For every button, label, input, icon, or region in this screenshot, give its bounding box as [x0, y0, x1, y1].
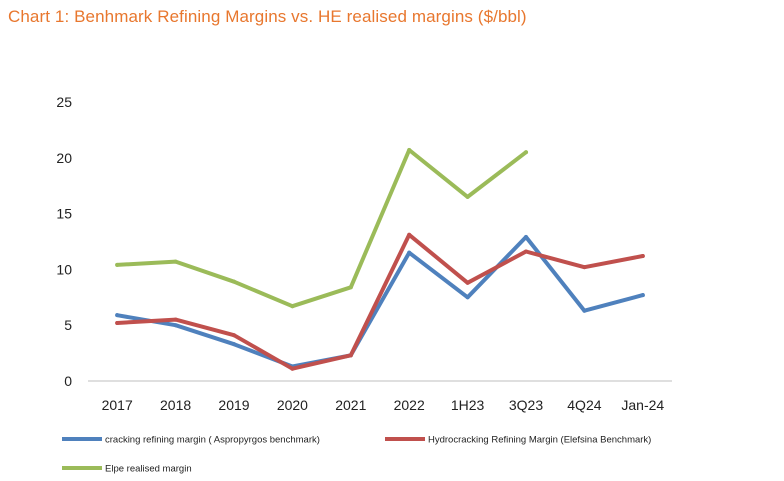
data-point	[348, 353, 353, 358]
x-tick-label: 2018	[160, 397, 191, 413]
chart-title: Chart 1: Benhmark Refining Margins vs. H…	[8, 7, 527, 26]
data-point	[524, 249, 528, 254]
y-tick-label: 5	[64, 317, 72, 333]
x-tick-label: 4Q24	[567, 397, 601, 413]
data-point	[232, 279, 236, 284]
data-point	[232, 333, 236, 338]
data-point	[173, 317, 178, 322]
data-point	[582, 308, 587, 313]
data-point	[232, 342, 236, 347]
data-point	[115, 313, 120, 318]
data-point	[465, 280, 470, 285]
chart-legend: cracking refining margin ( Aspropyrgos b…	[62, 435, 651, 475]
x-tick-label: 2020	[277, 397, 308, 413]
y-tick-label: 20	[56, 150, 72, 166]
data-point	[407, 250, 412, 255]
y-tick-label: 10	[56, 261, 72, 277]
legend-label: Hydrocracking Refining Margin (Elefsina …	[428, 435, 651, 446]
y-tick-label: 15	[56, 206, 72, 222]
data-point	[640, 254, 645, 259]
data-point	[173, 259, 178, 264]
data-point	[290, 304, 295, 309]
data-point	[407, 232, 412, 237]
x-tick-label: 2021	[335, 397, 366, 413]
data-point	[290, 366, 295, 371]
y-tick-label: 0	[64, 373, 72, 389]
series-lines	[115, 147, 645, 371]
data-point	[115, 320, 120, 325]
data-point	[173, 323, 178, 328]
series-line-2	[115, 232, 645, 371]
legend-label: Elpe realised margin	[105, 464, 192, 475]
y-axis-ticks: 0 5 10 15 20 25	[56, 94, 72, 389]
series-line-1	[115, 235, 645, 369]
legend-label: cracking refining margin ( Aspropyrgos b…	[105, 435, 320, 446]
x-tick-label: 2022	[394, 397, 425, 413]
data-point	[407, 147, 412, 152]
data-point	[115, 262, 120, 267]
data-point	[348, 285, 353, 290]
x-tick-label: Jan-24	[621, 397, 664, 413]
x-tick-label: 3Q23	[509, 397, 543, 413]
x-tick-label: 1H23	[451, 397, 485, 413]
x-axis-ticks: 2017 2018 2019 2020 2021 2022 1H23 3Q23 4Q24 Jan-…	[102, 397, 665, 413]
data-point	[524, 235, 528, 240]
data-point	[465, 194, 470, 199]
series-line-3	[115, 148, 528, 309]
data-point	[524, 150, 528, 155]
data-point	[640, 293, 645, 298]
x-tick-label: 2019	[218, 397, 249, 413]
y-tick-label: 25	[56, 94, 72, 110]
x-tick-label: 2017	[102, 397, 133, 413]
data-point	[465, 295, 470, 300]
data-point	[582, 265, 587, 270]
